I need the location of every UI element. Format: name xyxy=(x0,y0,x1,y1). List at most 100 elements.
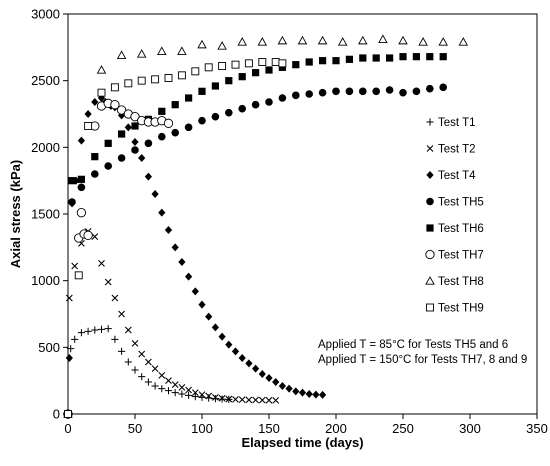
data-point xyxy=(131,146,139,154)
legend-entry: Test TH8 xyxy=(425,276,484,288)
data-point xyxy=(426,53,434,61)
data-point xyxy=(238,104,246,113)
data-point xyxy=(265,98,273,106)
data-point xyxy=(77,329,85,337)
data-point xyxy=(84,122,93,130)
data-point xyxy=(151,75,160,84)
data-point xyxy=(91,98,99,106)
data-point xyxy=(178,383,186,391)
data-point xyxy=(191,287,199,296)
data-point xyxy=(412,87,421,96)
data-point xyxy=(372,87,381,96)
annotation-text: Applied T = 85°C for Tests TH5 and 6 xyxy=(318,339,508,351)
data-point xyxy=(171,389,179,397)
data-point xyxy=(116,105,127,115)
data-point xyxy=(98,259,105,267)
legend-marker xyxy=(426,224,434,232)
data-point xyxy=(97,325,106,333)
data-point xyxy=(83,230,93,240)
data-point xyxy=(185,386,192,394)
data-point xyxy=(225,108,233,117)
data-point xyxy=(104,278,112,286)
x-tick-label: 200 xyxy=(325,421,347,436)
y-tick-label: 1500 xyxy=(31,207,60,222)
data-point xyxy=(237,37,247,46)
data-point xyxy=(217,41,227,50)
y-tick-label: 0 xyxy=(53,407,60,422)
data-point xyxy=(292,61,300,69)
data-point xyxy=(257,37,268,46)
x-tick-label: 250 xyxy=(392,421,414,436)
legend-entry: Test T4 xyxy=(426,170,476,182)
data-point xyxy=(68,198,76,206)
data-point xyxy=(137,76,146,85)
data-point xyxy=(426,84,434,93)
data-point xyxy=(65,294,73,302)
data-point xyxy=(278,63,286,71)
data-point xyxy=(319,57,327,65)
data-point xyxy=(77,136,85,145)
data-point xyxy=(64,410,72,418)
legend-label: Test T2 xyxy=(438,144,476,156)
data-point xyxy=(76,208,87,218)
y-tick-label: 1000 xyxy=(31,273,60,288)
data-point xyxy=(91,153,99,161)
data-point xyxy=(151,382,159,390)
data-point xyxy=(118,347,126,355)
data-point xyxy=(317,35,328,45)
data-point xyxy=(111,335,119,343)
legend-label: Test TH9 xyxy=(438,303,484,315)
data-point xyxy=(372,54,380,62)
series-test-th5 xyxy=(64,83,448,418)
data-point xyxy=(165,377,172,385)
y-tick-label: 500 xyxy=(38,340,60,355)
series-test-t4 xyxy=(64,94,327,418)
data-point xyxy=(144,172,152,181)
data-point xyxy=(285,384,293,393)
data-point xyxy=(332,87,340,96)
data-point xyxy=(359,87,367,96)
data-point xyxy=(110,83,119,92)
data-point xyxy=(225,395,233,403)
data-point xyxy=(312,390,320,399)
x-tick-label: 350 xyxy=(526,421,548,436)
data-point xyxy=(96,65,107,74)
data-point xyxy=(177,46,187,55)
data-point xyxy=(278,94,287,102)
legend-label: Test T4 xyxy=(438,170,476,182)
data-point xyxy=(104,139,112,147)
data-point xyxy=(124,79,133,88)
data-point xyxy=(111,294,119,302)
data-point xyxy=(158,132,166,141)
axes xyxy=(63,13,538,419)
data-point xyxy=(197,39,207,49)
data-point xyxy=(265,66,273,74)
data-point xyxy=(138,350,146,358)
y-tick-label: 2500 xyxy=(31,73,60,88)
legend-marker xyxy=(426,303,434,312)
data-point xyxy=(157,46,167,55)
data-point xyxy=(171,243,179,252)
legend-entry: Test T1 xyxy=(426,117,476,129)
data-point xyxy=(97,88,106,97)
annotations: Applied T = 85°C for Tests TH5 and 6 Appl… xyxy=(318,339,527,366)
legend-marker xyxy=(426,145,434,152)
data-point xyxy=(144,378,152,386)
data-point xyxy=(191,67,200,76)
data-point xyxy=(292,91,300,100)
data-point xyxy=(252,364,260,373)
data-point xyxy=(345,87,354,96)
data-point xyxy=(204,63,213,72)
legend: Test T1 Test T2 Test T4 Test TH5 Test TH6 Tes… xyxy=(425,117,484,315)
data-point xyxy=(124,358,132,366)
data-point xyxy=(116,50,127,59)
legend-marker xyxy=(425,249,435,260)
data-point xyxy=(158,208,166,217)
data-point xyxy=(163,118,174,128)
data-point xyxy=(218,332,226,341)
data-point xyxy=(164,74,173,82)
data-point xyxy=(305,58,313,66)
data-point xyxy=(158,107,166,115)
data-point xyxy=(238,73,246,81)
data-point xyxy=(305,390,313,398)
